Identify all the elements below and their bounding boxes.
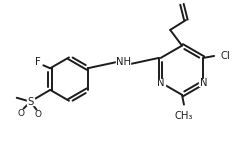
Bar bbox=[157, 79, 165, 86]
Text: S: S bbox=[27, 97, 34, 107]
Text: NH: NH bbox=[116, 57, 131, 67]
Text: O: O bbox=[17, 109, 24, 118]
Bar bbox=[199, 79, 207, 86]
Text: N: N bbox=[157, 77, 164, 88]
Text: O: O bbox=[35, 110, 42, 119]
Text: N: N bbox=[199, 77, 207, 88]
Text: CH₃: CH₃ bbox=[175, 111, 193, 121]
Bar bbox=[26, 98, 35, 105]
Text: F: F bbox=[36, 57, 41, 67]
Text: Cl: Cl bbox=[221, 51, 231, 61]
Bar bbox=[116, 59, 130, 67]
